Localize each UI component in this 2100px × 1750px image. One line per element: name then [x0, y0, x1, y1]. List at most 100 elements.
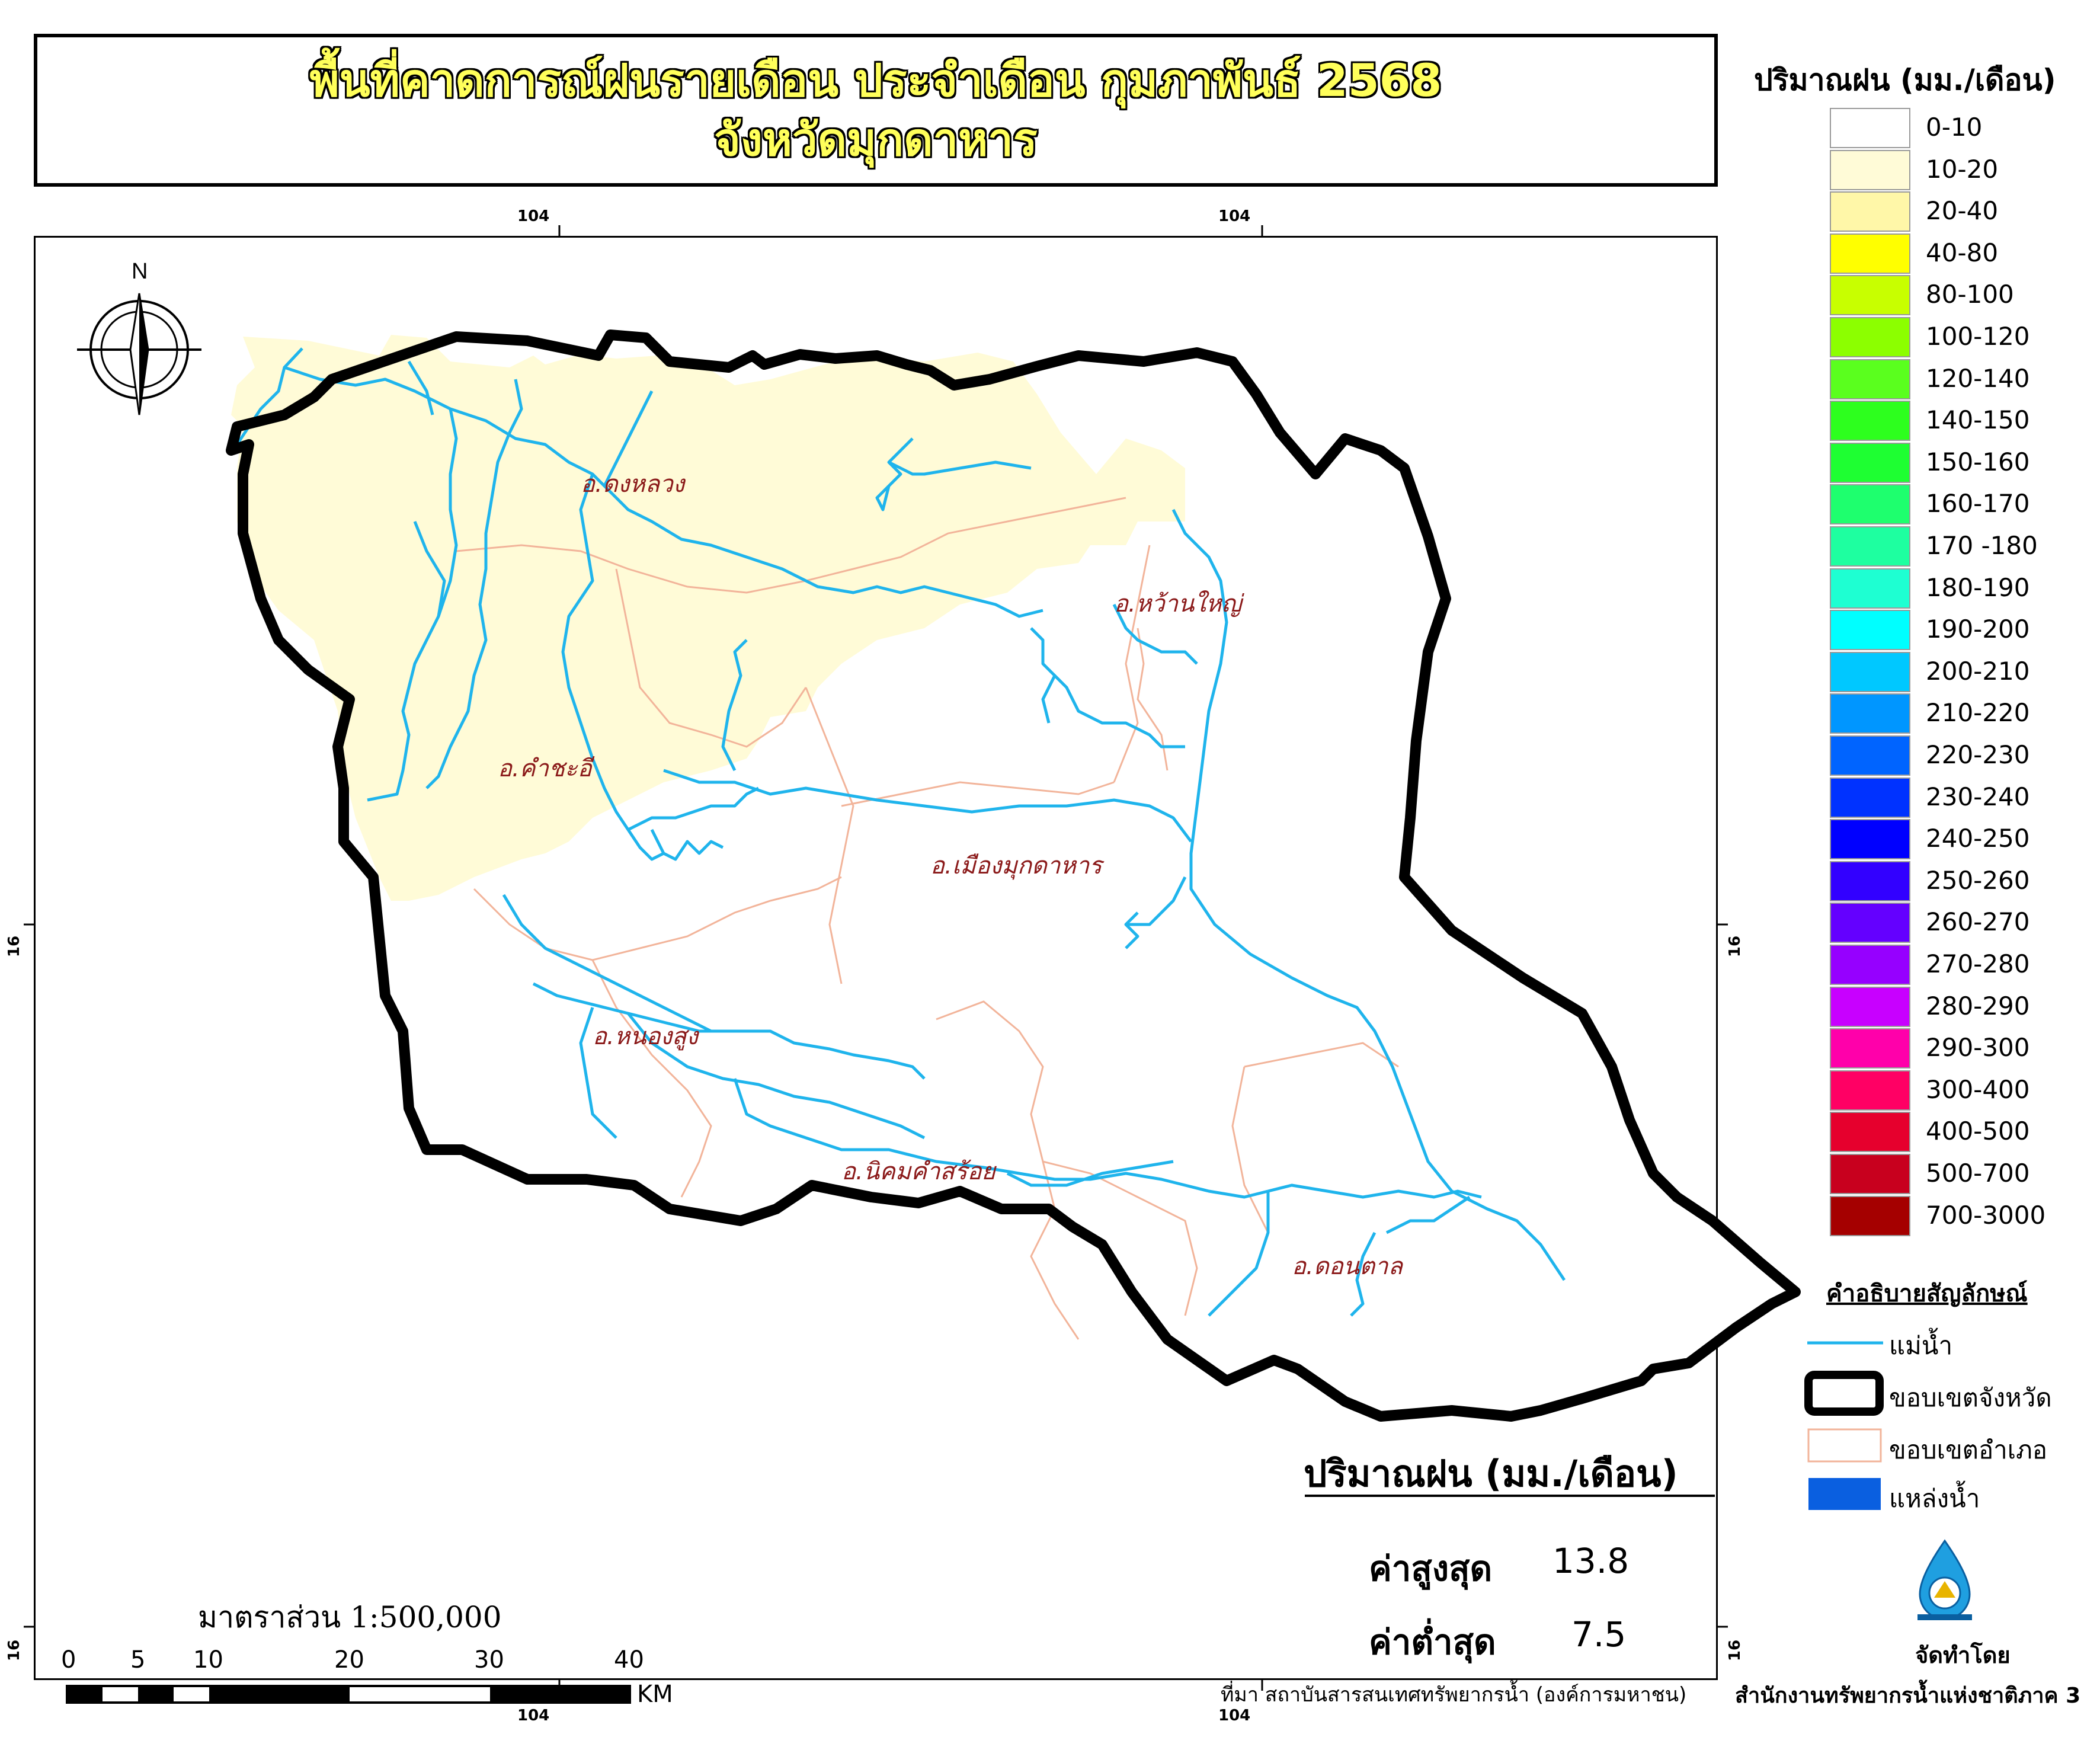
legend-swatch — [1830, 191, 1910, 232]
legend-swatch — [1830, 777, 1910, 818]
legend-class-label: 0-10 — [1926, 113, 1983, 142]
legend-class-label: 100-120 — [1926, 322, 2030, 351]
legend-class-label: 150-160 — [1926, 447, 2030, 476]
scale-label-40: 40 — [614, 1646, 644, 1674]
legend-class-label: 80-100 — [1926, 280, 2014, 309]
legend-swatch — [1830, 1154, 1910, 1194]
legend-title: ปริมาณฝน (มม./เดือน) — [1754, 63, 2056, 97]
stat-max-value: 13.8 — [1552, 1541, 1630, 1581]
scale-label-0: 0 — [61, 1646, 76, 1674]
legend-swatch — [1830, 860, 1910, 901]
scale-label-30: 30 — [474, 1646, 504, 1674]
stats-title: ปริมาณฝน (มม./เดือน) — [1304, 1452, 1678, 1495]
legend-class-label: 500-700 — [1926, 1159, 2030, 1188]
scale-label-5: 5 — [130, 1646, 146, 1674]
legend-water-label: แหล่งน้ำ — [1889, 1484, 1980, 1513]
legend-class-label: 140-150 — [1926, 405, 2030, 435]
legend-swatch — [1830, 568, 1910, 609]
legend-swatch — [1830, 1028, 1910, 1069]
map-frame — [34, 236, 1718, 1680]
credit-org: สำนักงานทรัพยากรน้ำแห่งชาติภาค 3 — [1735, 1684, 2081, 1708]
source-text: ที่มา สถาบันสารสนเทศทรัพยากรน้ำ (องค์การ… — [1221, 1683, 1687, 1707]
legend-class-label: 170 -180 — [1926, 531, 2038, 560]
legend-swatch — [1830, 986, 1910, 1027]
legend-swatch — [1830, 945, 1910, 985]
district-label-wan-yai: อ.หว้านใหญ่ — [1114, 590, 1244, 618]
legend-class-label: 20-40 — [1926, 196, 1999, 226]
legend-class-label: 120-140 — [1926, 363, 2030, 393]
scale-label-20: 20 — [334, 1646, 364, 1674]
district-boundaries — [456, 497, 1399, 1340]
credit-label: จัดทำโดย — [1915, 1642, 2011, 1668]
legend-class-label: 180-190 — [1926, 572, 2030, 602]
legend-class-label: 700-3000 — [1926, 1200, 2046, 1230]
tick-lon-top-right: 104 — [1218, 207, 1251, 225]
legend-class-label: 10-20 — [1926, 154, 1999, 184]
stat-min-label: ค่าต่ำสุด — [1369, 1622, 1496, 1662]
legend-swatch — [1830, 526, 1910, 567]
legend-class-label: 240-250 — [1926, 824, 2030, 853]
scale-bar — [66, 1685, 631, 1704]
legend-class-label: 230-240 — [1926, 782, 2030, 811]
legend-class-label: 250-260 — [1926, 865, 2030, 895]
legend-swatch — [1830, 233, 1910, 274]
province-boundary — [226, 329, 1801, 1422]
legend-class-label: 40-80 — [1926, 238, 1999, 267]
legend-swatch — [1830, 275, 1910, 316]
symbol-legend-title: คำอธิบายสัญลักษณ์ — [1826, 1280, 2028, 1307]
legend-river-label: แม่น้ำ — [1889, 1331, 1953, 1360]
legend-swatch — [1830, 484, 1910, 525]
legend-class-label: 270-280 — [1926, 949, 2030, 978]
district-label-nong-sung: อ.หนองสูง — [593, 1023, 699, 1051]
legend-swatch — [1830, 317, 1910, 357]
agency-logo-icon — [1917, 1539, 1972, 1620]
stats-underline — [1305, 1495, 1715, 1497]
legend-class-label: 280-290 — [1926, 991, 2030, 1020]
legend-swatch — [1830, 1112, 1910, 1153]
legend-class-label: 200-210 — [1926, 656, 2030, 686]
legend-water-swatch — [1808, 1478, 1881, 1510]
legend-class-label: 220-230 — [1926, 740, 2030, 769]
district-label-don-tan: อ.ดอนตาล — [1292, 1253, 1404, 1280]
legend-swatch — [1830, 693, 1910, 734]
north-label: N — [132, 259, 148, 284]
stat-max-label: ค่าสูงสุด — [1369, 1549, 1493, 1589]
district-label-kham-cha-i: อ.คำชะอี — [498, 755, 595, 782]
legend-swatch — [1830, 149, 1910, 190]
map-title: พื้นที่คาดการณ์ฝนรายเดือน ประจำเดือน กุม… — [309, 54, 1442, 107]
scale-text: มาตราส่วน 1:500,000 — [198, 1600, 502, 1634]
map-title-box: พื้นที่คาดการณ์ฝนรายเดือน ประจำเดือน กุม… — [34, 34, 1718, 187]
district-label-mueang: อ.เมืองมุกดาหาร — [930, 852, 1105, 880]
rivers — [235, 347, 1566, 1317]
legend-swatch — [1830, 359, 1910, 399]
legend-class-label: 300-400 — [1926, 1074, 2030, 1104]
legend-class-label: 290-300 — [1926, 1033, 2030, 1063]
legend-swatch — [1830, 651, 1910, 692]
district-label-dong-luang: อ.ดงหลวง — [581, 471, 686, 498]
stat-min-value: 7.5 — [1571, 1614, 1627, 1655]
map-subtitle: จังหวัดมุกดาหาร — [714, 113, 1038, 166]
legend-province-label: ขอบเขตจังหวัด — [1889, 1383, 2052, 1412]
tick-lon-top-left: 104 — [517, 207, 550, 225]
scale-label-10: 10 — [193, 1646, 223, 1674]
legend-swatch — [1830, 442, 1910, 483]
legend-class-label: 160-170 — [1926, 489, 2030, 519]
north-arrow-icon: N — [77, 259, 201, 415]
legend-swatch — [1830, 610, 1910, 651]
legend-swatch — [1830, 108, 1910, 148]
legend-swatch — [1830, 903, 1910, 943]
tick-lon-bottom-right: 104 — [1218, 1707, 1251, 1725]
scale-unit: KM — [637, 1681, 673, 1708]
legend-class-label: 210-220 — [1926, 698, 2030, 728]
legend-district-label: ขอบเขตอำเภอ — [1889, 1435, 2048, 1464]
district-label-nikhom-kham-soi: อ.นิคมคำสร้อย — [841, 1158, 997, 1185]
legend-district-swatch — [1807, 1428, 1882, 1463]
legend-province-swatch — [1804, 1371, 1884, 1416]
legend-class-label: 260-270 — [1926, 907, 2030, 937]
tick-lon-bottom-left: 104 — [517, 1707, 550, 1725]
legend-swatch — [1830, 819, 1910, 860]
legend-class-label: 190-200 — [1926, 615, 2030, 644]
legend-swatch — [1830, 401, 1910, 442]
legend-swatch — [1830, 1070, 1910, 1111]
